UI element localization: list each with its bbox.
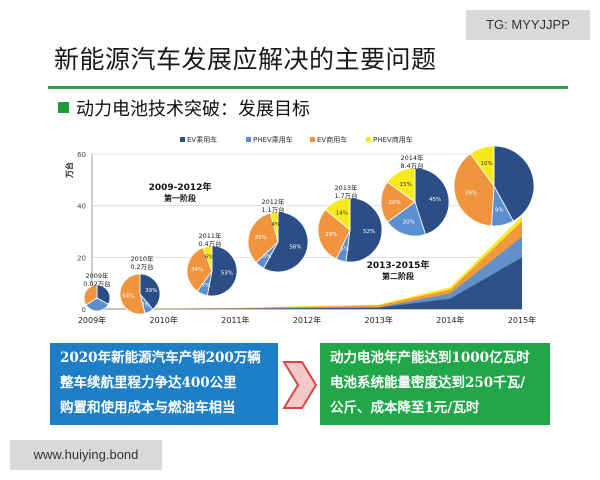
goal-line: 购置和使用成本与燃油车相当 bbox=[60, 400, 236, 416]
y-tick-label: 40 bbox=[77, 203, 86, 211]
legend-entry: PHEV商用车 bbox=[373, 135, 413, 144]
annotation-year: 2009年 bbox=[85, 271, 109, 280]
pie-slice bbox=[119, 273, 146, 315]
pie-label: 6% bbox=[205, 254, 214, 260]
annotation-year: 2011年 bbox=[198, 231, 222, 240]
y-axis-label: 万台 bbox=[64, 162, 74, 179]
goal-box-vehicle: 2020年新能源汽车产销200万辆 整车续航里程力争达400公里 购置和使用成本… bbox=[50, 343, 278, 425]
y-tick-label: 0 bbox=[82, 306, 86, 314]
pie-slice bbox=[247, 212, 279, 264]
goal-line: 整车续航里程力争达400公里 bbox=[60, 375, 237, 391]
chevron-right-icon bbox=[282, 361, 318, 409]
pie-label: 33% bbox=[255, 235, 267, 241]
pie-label: 20% bbox=[388, 200, 400, 206]
pie-slice bbox=[139, 273, 161, 310]
pie-slice bbox=[469, 145, 495, 188]
bullet-square-icon bbox=[58, 102, 69, 113]
legend-swatch bbox=[180, 137, 185, 142]
x-tick-label: 2013年 bbox=[364, 315, 392, 325]
annotation-value: 1.7万台 bbox=[334, 191, 357, 200]
phase-label: 2013-2015年 bbox=[367, 259, 430, 271]
pie-slice bbox=[202, 245, 213, 272]
pie-slice bbox=[85, 297, 109, 312]
x-tick-label: 2012年 bbox=[293, 315, 321, 325]
pie-slice bbox=[414, 167, 450, 235]
y-tick-label: 60 bbox=[77, 151, 86, 159]
pie-label: 5% bbox=[263, 254, 272, 260]
pie-slice bbox=[83, 284, 98, 306]
x-tick-label: 2010年 bbox=[149, 315, 177, 325]
pie-slice bbox=[386, 201, 427, 237]
phase-label: 2009-2012年 bbox=[149, 181, 212, 193]
phase-sub: 第一阶段 bbox=[164, 193, 196, 203]
annotation-value: 0.02万台 bbox=[83, 279, 110, 288]
annotation-value: 1.1万台 bbox=[261, 205, 284, 214]
chart-pies bbox=[83, 145, 535, 315]
legend-entry: EV商用车 bbox=[317, 135, 347, 144]
slide-title: 新能源汽车发展应解决的主要问题 bbox=[54, 45, 437, 74]
pie-label: 58% bbox=[289, 244, 301, 250]
goal-line: 2020年新能源汽车产销200万辆 bbox=[60, 350, 261, 366]
legend-swatch bbox=[246, 137, 251, 142]
pie-label: 39% bbox=[465, 191, 477, 197]
x-tick-label: 2014年 bbox=[436, 315, 464, 325]
pie-slice bbox=[270, 211, 279, 243]
goal-line: 公斤、成本降至1元/瓦时 bbox=[330, 400, 480, 416]
pie-slice bbox=[324, 197, 351, 231]
annotation-value: 8.4万台 bbox=[400, 161, 423, 170]
legend-entry: EV乘用车 bbox=[187, 135, 217, 144]
pie-label: 52% bbox=[363, 229, 375, 235]
pie-slice bbox=[263, 211, 309, 273]
pie-label: 20% bbox=[403, 219, 415, 225]
pie-label: 15% bbox=[400, 182, 412, 188]
pie-slice bbox=[186, 247, 213, 292]
pie-label: 14% bbox=[336, 211, 348, 217]
legend-swatch bbox=[310, 137, 315, 142]
watermark-tg: TG: MYYJJPP bbox=[466, 10, 590, 40]
pie-label: 54% bbox=[122, 294, 134, 300]
pie-label: 5% bbox=[340, 246, 349, 252]
annotation-year: 2013年 bbox=[334, 183, 358, 192]
goal-line: 电池系统能量密度达到250千瓦/ bbox=[330, 375, 526, 391]
chart-areas bbox=[92, 216, 522, 309]
pie-label: 4% bbox=[271, 222, 280, 228]
pie-slice bbox=[345, 197, 383, 263]
pie-slice bbox=[206, 245, 238, 297]
pie-slice bbox=[380, 181, 416, 223]
phase-sub: 第二阶段 bbox=[382, 271, 414, 281]
watermark-url: www.huiying.bond bbox=[10, 440, 162, 470]
pie-slice bbox=[386, 167, 416, 203]
goal-box-battery: 动力电池年产能达到1000亿瓦时 电池系统能量密度达到250千瓦/ 公斤、成本降… bbox=[320, 343, 550, 425]
x-tick-label: 2009年 bbox=[78, 315, 106, 325]
slide-subtitle: 动力电池技术突破：发展目标 bbox=[76, 99, 310, 120]
legend-entry: PHEV乘用车 bbox=[253, 135, 293, 144]
x-tick-label: 2011年 bbox=[221, 315, 249, 325]
annotation-year: 2014年 bbox=[400, 153, 424, 162]
pie-label: 45% bbox=[429, 197, 441, 203]
pie-label: 7% bbox=[202, 283, 211, 289]
goal-line: 动力电池年产能达到1000亿瓦时 bbox=[330, 350, 530, 366]
pie-label: 39% bbox=[145, 288, 157, 294]
area-series bbox=[92, 257, 522, 309]
y-tick-label: 20 bbox=[77, 254, 86, 262]
pie-slice bbox=[453, 153, 495, 227]
pie-label: 9% bbox=[495, 207, 504, 213]
x-tick-label: 2015年 bbox=[508, 315, 536, 325]
annotation-year: 2010年 bbox=[130, 254, 154, 263]
pie-label: 29% bbox=[325, 232, 337, 238]
pie-label: 10% bbox=[480, 161, 492, 167]
annotation-value: 0.2万台 bbox=[130, 262, 153, 271]
pie-slice bbox=[317, 209, 351, 260]
pie-slice bbox=[493, 145, 535, 222]
title-divider bbox=[48, 86, 568, 89]
annotation-value: 0.4万台 bbox=[198, 239, 221, 248]
pie-label: 34% bbox=[191, 267, 203, 273]
annotation-year: 2012年 bbox=[261, 197, 285, 206]
pie-label: 53% bbox=[221, 270, 233, 276]
pie-label: 7% bbox=[141, 303, 150, 309]
legend-swatch bbox=[366, 137, 371, 142]
